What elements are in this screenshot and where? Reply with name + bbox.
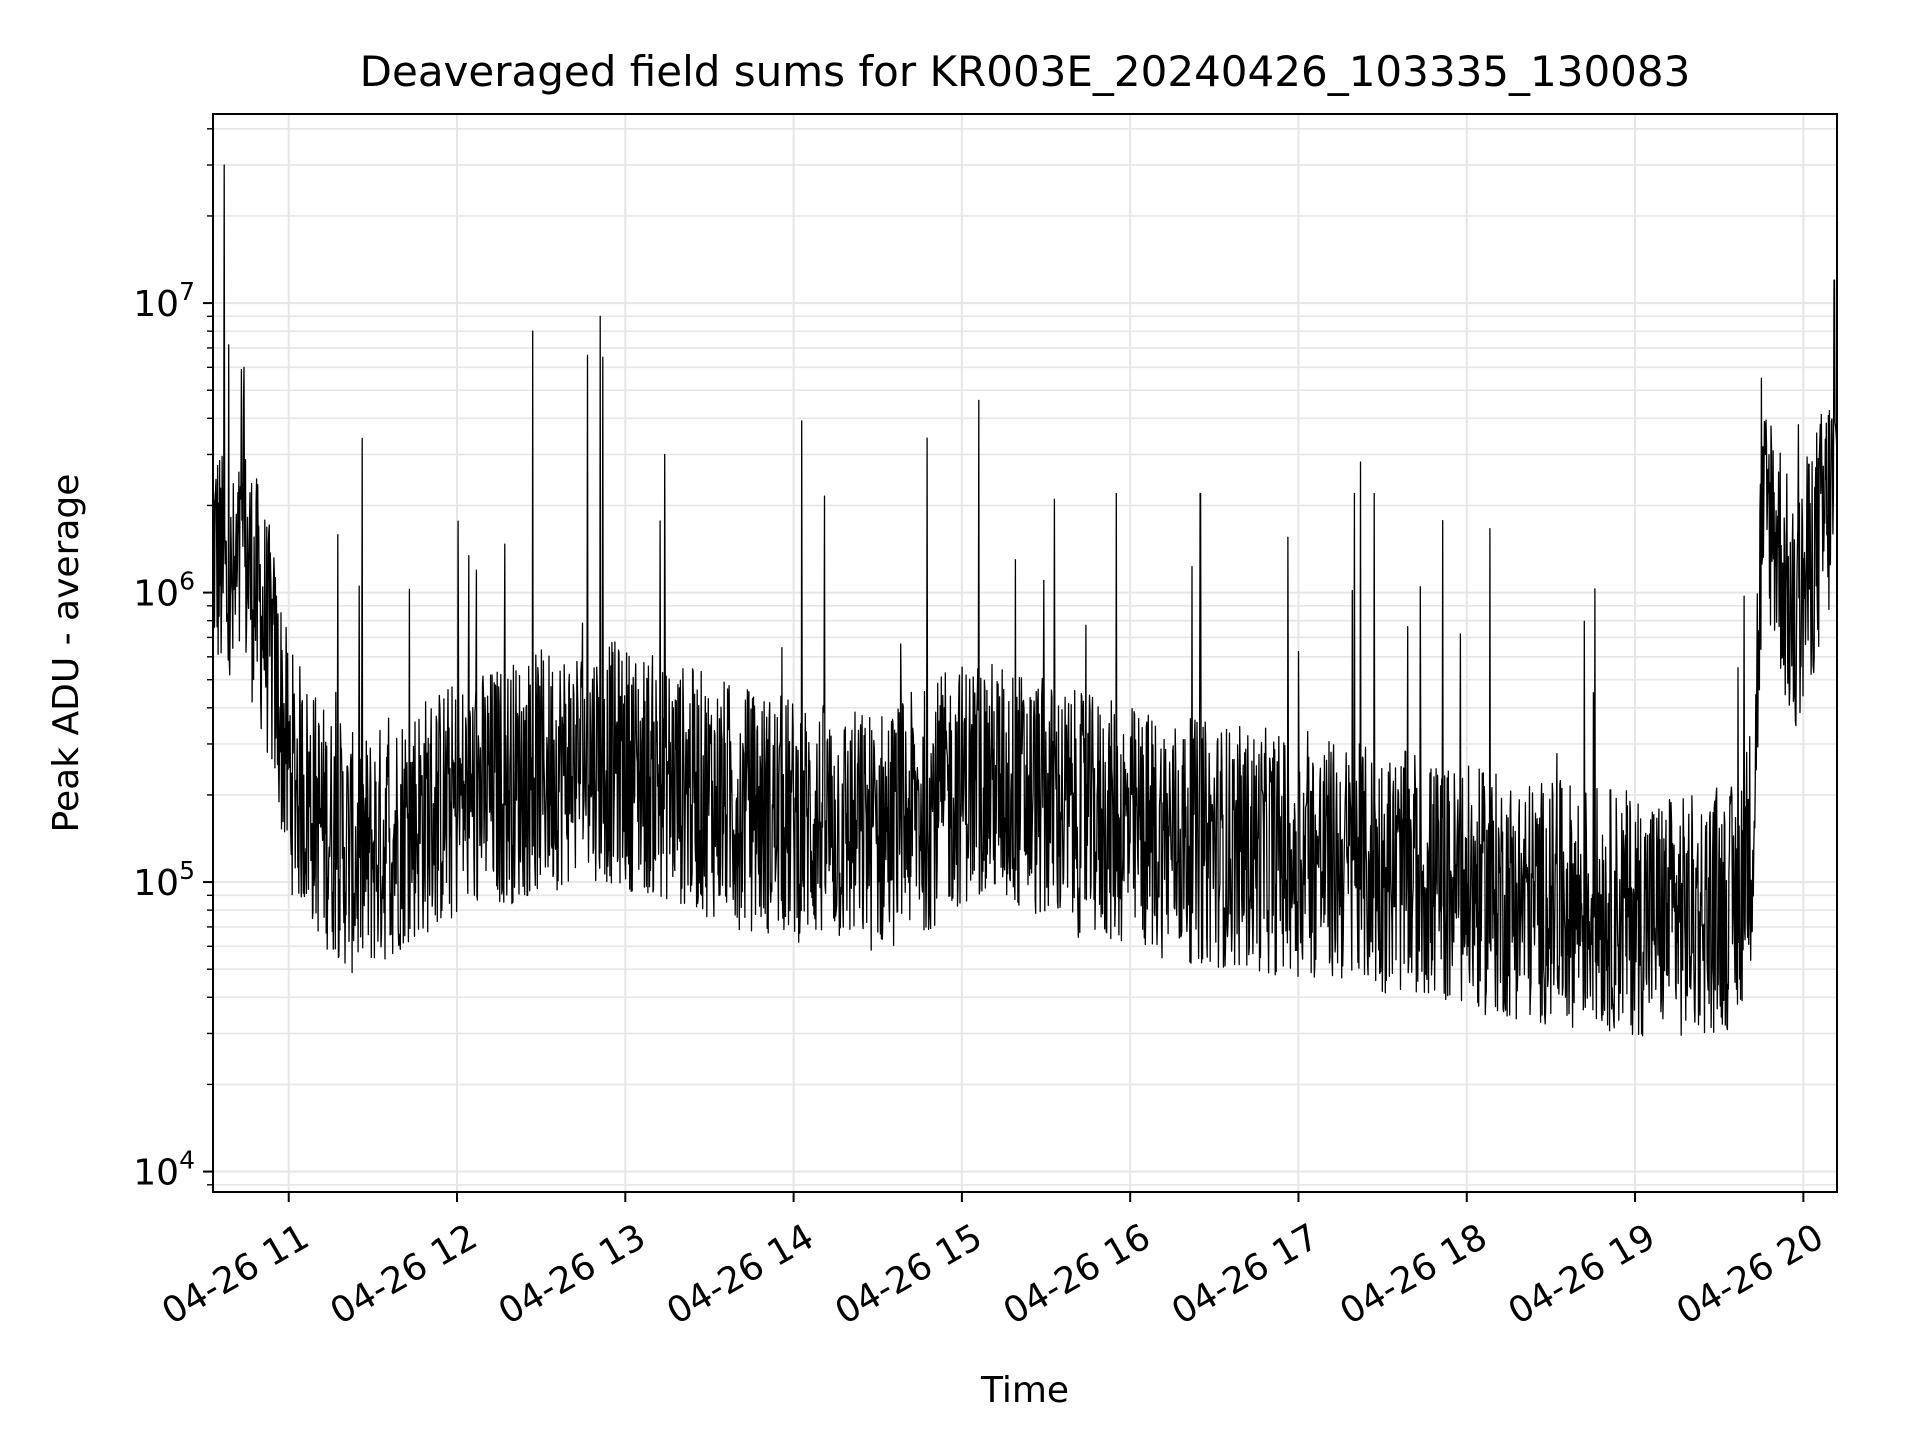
y-tick-label: 105 bbox=[133, 856, 195, 904]
plot-frame bbox=[212, 113, 1838, 1193]
y-axis: 104 105 106 107 bbox=[133, 128, 213, 1194]
chart-title: Deaveraged field sums for KR003E_2024042… bbox=[360, 47, 1691, 96]
x-axis-label: Time bbox=[980, 1370, 1069, 1411]
y-tick-label: 104 bbox=[133, 1146, 195, 1194]
y-tick-label: 107 bbox=[133, 277, 195, 325]
y-tick-label: 106 bbox=[133, 567, 195, 615]
series-layer bbox=[212, 164, 1838, 1037]
series-line bbox=[212, 164, 1838, 1037]
y-axis-label: Peak ADU - average bbox=[46, 474, 87, 833]
